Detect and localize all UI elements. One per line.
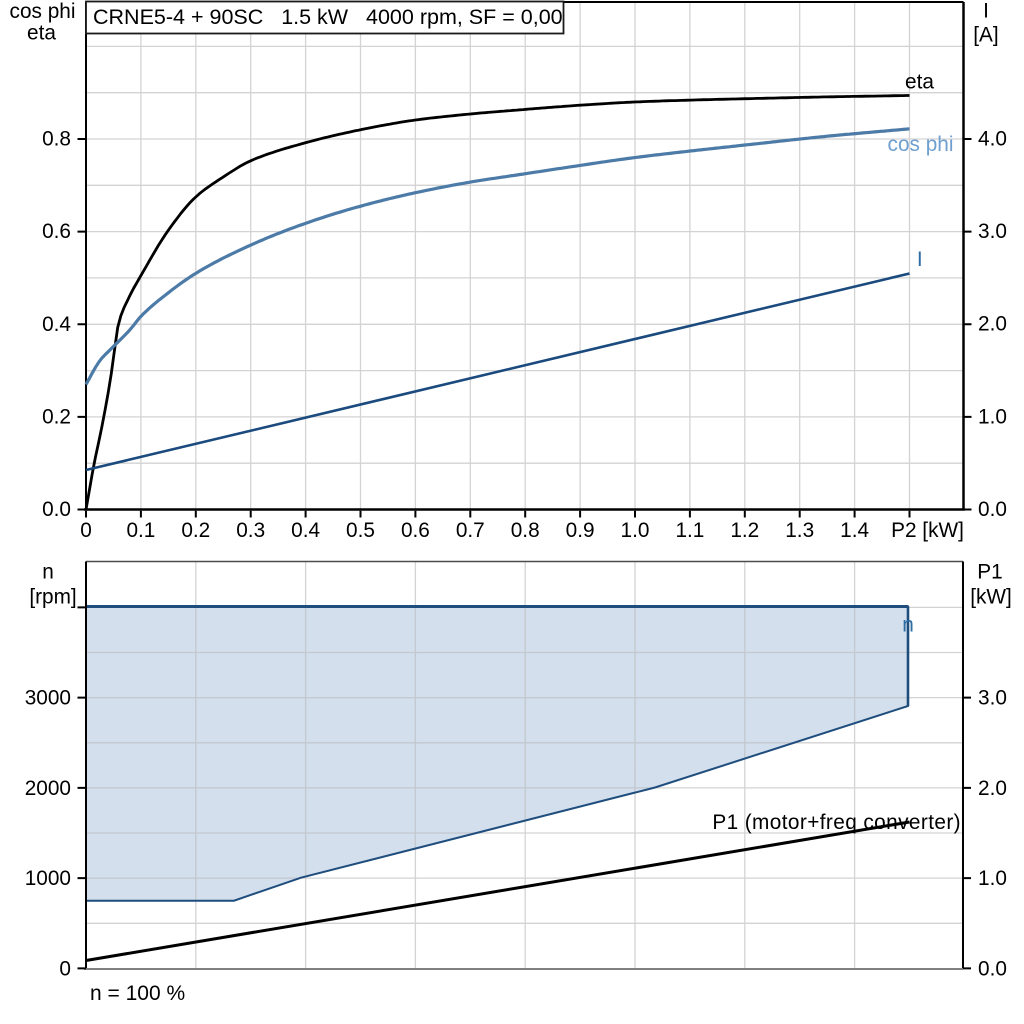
svg-text:P1 (motor+freq converter): P1 (motor+freq converter) xyxy=(712,811,961,834)
svg-text:2.0: 2.0 xyxy=(978,313,1007,336)
svg-text:1.1: 1.1 xyxy=(675,519,704,542)
svg-text:4.0: 4.0 xyxy=(978,127,1007,150)
svg-text:P2 [kW]: P2 [kW] xyxy=(891,519,964,542)
svg-text:cos phi: cos phi xyxy=(888,133,954,156)
svg-text:[rpm]: [rpm] xyxy=(29,586,76,609)
svg-text:0.0: 0.0 xyxy=(978,957,1007,980)
svg-text:0: 0 xyxy=(59,957,71,980)
svg-text:0: 0 xyxy=(80,519,92,542)
svg-text:1.4: 1.4 xyxy=(840,519,869,542)
svg-text:2.0: 2.0 xyxy=(978,777,1007,800)
svg-text:n: n xyxy=(42,561,54,584)
svg-text:0.8: 0.8 xyxy=(511,519,540,542)
svg-text:0.6: 0.6 xyxy=(42,220,71,243)
svg-text:eta: eta xyxy=(905,71,934,94)
svg-text:2000: 2000 xyxy=(25,777,71,800)
svg-text:[A]: [A] xyxy=(973,23,998,46)
svg-text:3.0: 3.0 xyxy=(978,220,1007,243)
svg-text:I: I xyxy=(917,248,923,271)
svg-text:0.7: 0.7 xyxy=(456,519,485,542)
svg-text:0.0: 0.0 xyxy=(42,498,71,521)
svg-text:0.3: 0.3 xyxy=(236,519,265,542)
svg-text:0.4: 0.4 xyxy=(42,313,71,336)
svg-text:0.2: 0.2 xyxy=(181,519,210,542)
svg-text:[kW]: [kW] xyxy=(970,586,1012,609)
svg-text:n: n xyxy=(902,613,914,636)
svg-text:0.0: 0.0 xyxy=(978,498,1007,521)
svg-text:0.6: 0.6 xyxy=(401,519,430,542)
svg-text:P1: P1 xyxy=(977,561,1002,584)
svg-text:1.2: 1.2 xyxy=(730,519,759,542)
svg-text:3.0: 3.0 xyxy=(978,687,1007,710)
svg-text:1.0: 1.0 xyxy=(978,405,1007,428)
svg-text:0.2: 0.2 xyxy=(42,405,71,428)
svg-text:0.4: 0.4 xyxy=(291,519,320,542)
svg-text:0.8: 0.8 xyxy=(42,128,71,151)
svg-text:0.9: 0.9 xyxy=(566,519,595,542)
svg-text:I: I xyxy=(983,0,989,23)
svg-text:1.0: 1.0 xyxy=(621,519,650,542)
svg-text:3000: 3000 xyxy=(25,687,71,710)
svg-text:eta: eta xyxy=(27,22,56,45)
svg-text:0.5: 0.5 xyxy=(346,519,375,542)
svg-text:1.3: 1.3 xyxy=(785,519,814,542)
svg-text:1.0: 1.0 xyxy=(978,867,1007,890)
svg-text:1000: 1000 xyxy=(25,867,71,890)
svg-text:CRNE5-4 + 90SC 1.5 kW 4000: CRNE5-4 + 90SC 1.5 kW 4000 rpm, SF = 0,0… xyxy=(93,5,563,29)
svg-text:n = 100 %: n = 100 % xyxy=(90,982,185,1005)
svg-text:0.1: 0.1 xyxy=(126,519,155,542)
svg-text:cos phi: cos phi xyxy=(10,0,76,23)
